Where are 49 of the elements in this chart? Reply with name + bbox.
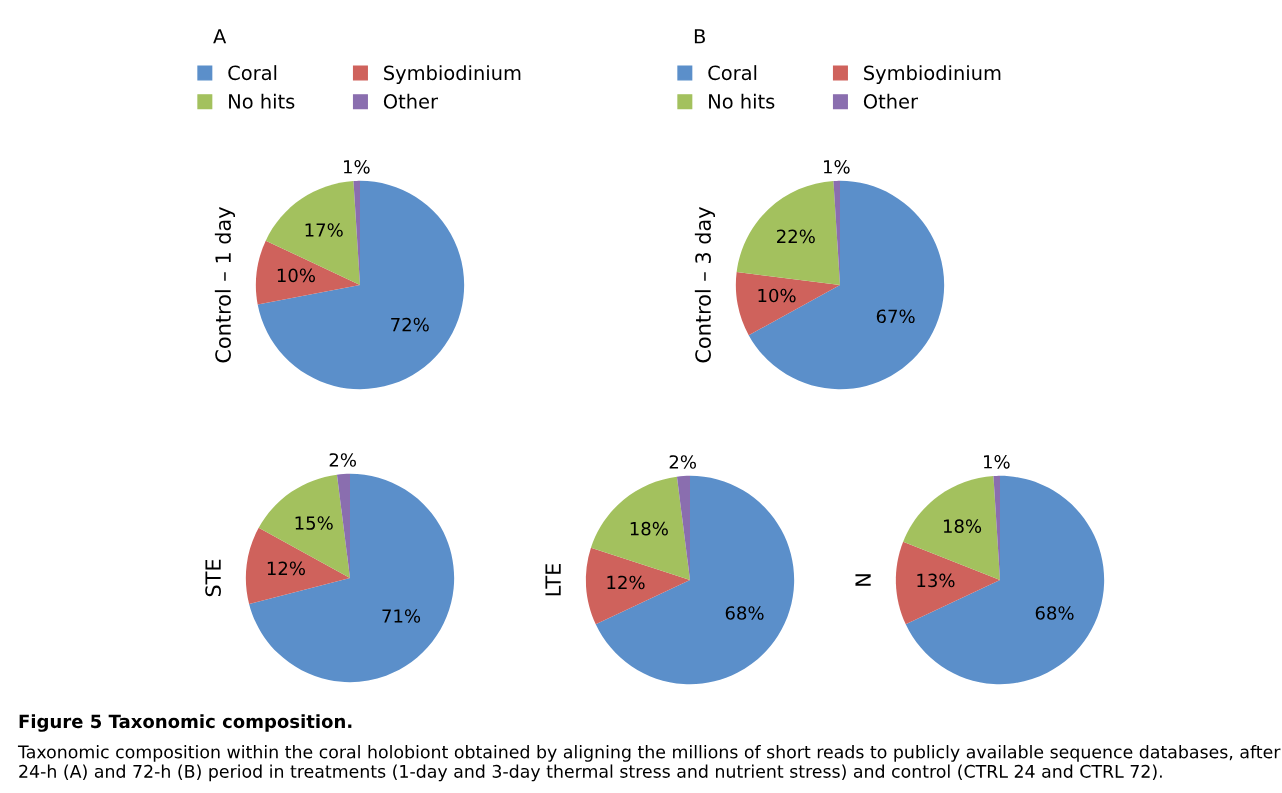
legend-label: No hits [709, 93, 775, 109]
chart-title: A [213, 29, 227, 44]
data-label: 17% [305, 223, 343, 237]
data-label: 72% [391, 317, 429, 332]
pie-slice [265, 181, 360, 285]
pie-slice [736, 181, 840, 285]
data-label: 2% [669, 455, 696, 469]
data-label: 15% [295, 516, 333, 530]
text: STE [205, 559, 221, 597]
legend-label: Symbiodinium [864, 65, 1001, 84]
pie-slice [249, 473, 455, 683]
caption: Figure 5 Taxonomic composition. [19, 714, 352, 732]
data-label: 13% [917, 573, 955, 588]
text: Control – 3 day [694, 207, 715, 363]
legend-label: Coral [228, 65, 277, 81]
pie-slice [748, 180, 945, 390]
pie-slice [595, 475, 795, 685]
text: N [855, 574, 871, 586]
data-label: 18% [943, 519, 982, 533]
text: Control – 1 day [214, 207, 235, 363]
data-label: 10% [758, 288, 796, 303]
data-label: 71% [382, 609, 421, 623]
pie-slice [895, 541, 1000, 625]
pie-slice [257, 180, 465, 390]
legend-label: No hits [229, 93, 295, 109]
data-label: 1% [984, 454, 1010, 469]
data-label: 68% [725, 606, 764, 620]
pie-slice [255, 240, 360, 305]
legend-label: Coral [708, 65, 757, 81]
pie-slice [585, 547, 690, 625]
data-label: 1% [344, 159, 370, 174]
data-label: 22% [777, 229, 815, 244]
data-label: 1% [824, 159, 850, 174]
data-label: 10% [277, 268, 315, 283]
pie-slice [735, 271, 840, 336]
pie-slice [905, 475, 1105, 685]
data-label: 67% [876, 309, 915, 324]
legend-label: Symbiodinium [384, 65, 521, 84]
text: LTE [545, 564, 561, 596]
legend-label: Other [383, 93, 439, 109]
legend-label: Other [863, 93, 919, 109]
data-label: 68% [1035, 606, 1074, 620]
chart-title: B [694, 29, 705, 44]
pie-slice [258, 474, 350, 578]
data-label: 12% [607, 575, 645, 590]
data-label: 12% [267, 561, 305, 576]
data-label: 2% [329, 453, 356, 467]
data-label: 18% [630, 521, 668, 536]
text: Taxonomic composition within the coral holobiont obtained by aligning the millions of short reads to publicly available sequence databases, after 24-h (A) and 72-h (B) period in treatments (1-day and 3-day thermal stress and nutrient stress) and control (CTRL 24 and CTRL 72). [17, 745, 1281, 782]
